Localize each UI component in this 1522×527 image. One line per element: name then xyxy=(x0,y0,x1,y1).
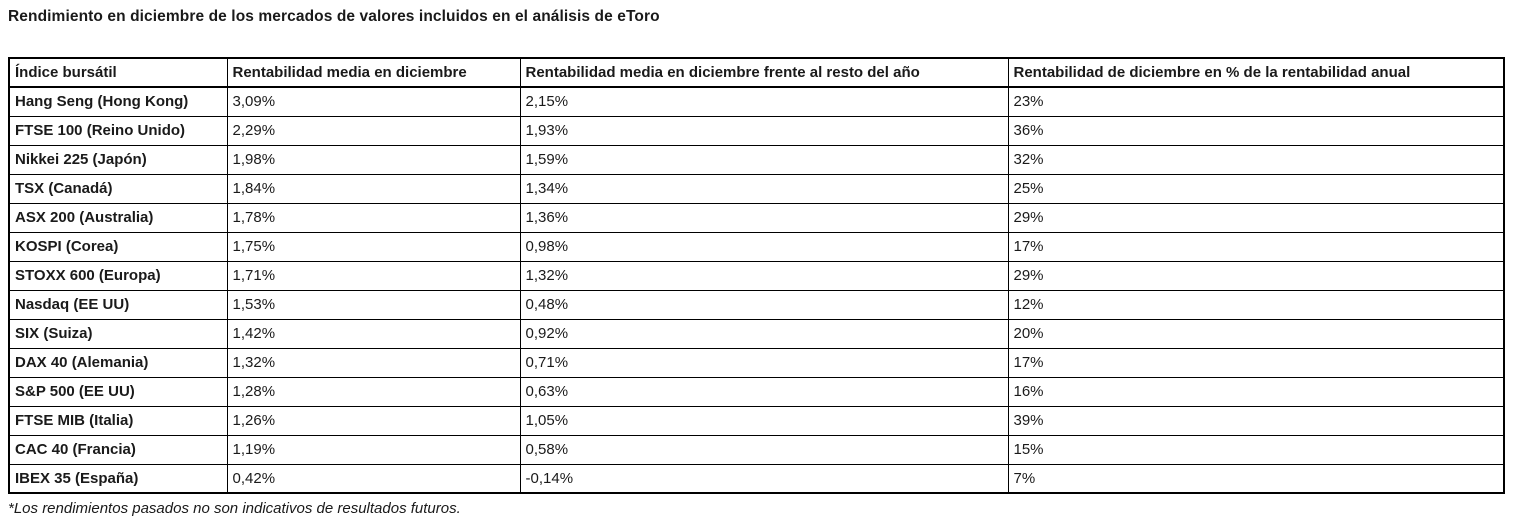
value-cell: 0,42% xyxy=(226,463,521,494)
value-cell: 3,09% xyxy=(226,86,521,117)
table-row: Nikkei 225 (Japón) 1,98% 1,59% 32% xyxy=(8,144,1505,175)
market-performance-table: Índice bursátil Rentabilidad media en di… xyxy=(8,57,1505,494)
table-row: TSX (Canadá) 1,84% 1,34% 25% xyxy=(8,173,1505,204)
index-name-cell: Hang Seng (Hong Kong) xyxy=(8,86,228,117)
value-cell: 0,98% xyxy=(519,231,1009,262)
table-row: ASX 200 (Australia) 1,78% 1,36% 29% xyxy=(8,202,1505,233)
table-row: CAC 40 (Francia) 1,19% 0,58% 15% xyxy=(8,434,1505,465)
table-row: S&P 500 (EE UU) 1,28% 0,63% 16% xyxy=(8,376,1505,407)
value-cell: 1,05% xyxy=(519,405,1009,436)
value-cell: 0,48% xyxy=(519,289,1009,320)
value-cell: 1,42% xyxy=(226,318,521,349)
table-row: STOXX 600 (Europa) 1,71% 1,32% 29% xyxy=(8,260,1505,291)
value-cell: 1,19% xyxy=(226,434,521,465)
value-cell: 0,63% xyxy=(519,376,1009,407)
index-name-cell: STOXX 600 (Europa) xyxy=(8,260,228,291)
value-cell: 1,98% xyxy=(226,144,521,175)
value-cell: 25% xyxy=(1007,173,1505,204)
value-cell: 39% xyxy=(1007,405,1505,436)
value-cell: 23% xyxy=(1007,86,1505,117)
value-cell: 1,71% xyxy=(226,260,521,291)
value-cell: 1,78% xyxy=(226,202,521,233)
value-cell: -0,14% xyxy=(519,463,1009,494)
value-cell: 2,29% xyxy=(226,115,521,146)
index-name-cell: ASX 200 (Australia) xyxy=(8,202,228,233)
table-row: KOSPI (Corea) 1,75% 0,98% 17% xyxy=(8,231,1505,262)
table-row: Nasdaq (EE UU) 1,53% 0,48% 12% xyxy=(8,289,1505,320)
index-name-cell: TSX (Canadá) xyxy=(8,173,228,204)
column-header-rentabilidad-media-diciembre: Rentabilidad media en diciembre xyxy=(226,57,521,88)
value-cell: 1,32% xyxy=(226,347,521,378)
value-cell: 0,71% xyxy=(519,347,1009,378)
value-cell: 15% xyxy=(1007,434,1505,465)
value-cell: 1,93% xyxy=(519,115,1009,146)
value-cell: 1,32% xyxy=(519,260,1009,291)
table-row: IBEX 35 (España) 0,42% -0,14% 7% xyxy=(8,463,1505,494)
index-name-cell: Nikkei 225 (Japón) xyxy=(8,144,228,175)
index-name-cell: FTSE 100 (Reino Unido) xyxy=(8,115,228,146)
value-cell: 20% xyxy=(1007,318,1505,349)
column-header-pct-rentabilidad-anual: Rentabilidad de diciembre en % de la ren… xyxy=(1007,57,1505,88)
value-cell: 7% xyxy=(1007,463,1505,494)
table-row: SIX (Suiza) 1,42% 0,92% 20% xyxy=(8,318,1505,349)
value-cell: 36% xyxy=(1007,115,1505,146)
value-cell: 12% xyxy=(1007,289,1505,320)
index-name-cell: S&P 500 (EE UU) xyxy=(8,376,228,407)
value-cell: 2,15% xyxy=(519,86,1009,117)
past-performance-disclaimer: *Los rendimientos pasados no son indicat… xyxy=(8,500,461,517)
index-name-cell: SIX (Suiza) xyxy=(8,318,228,349)
table-row: Hang Seng (Hong Kong) 3,09% 2,15% 23% xyxy=(8,86,1505,117)
column-header-indice-bursatil: Índice bursátil xyxy=(8,57,228,88)
value-cell: 1,59% xyxy=(519,144,1009,175)
index-name-cell: CAC 40 (Francia) xyxy=(8,434,228,465)
value-cell: 0,92% xyxy=(519,318,1009,349)
table-row: FTSE 100 (Reino Unido) 2,29% 1,93% 36% xyxy=(8,115,1505,146)
index-name-cell: DAX 40 (Alemania) xyxy=(8,347,228,378)
value-cell: 0,58% xyxy=(519,434,1009,465)
page-title: Rendimiento en diciembre de los mercados… xyxy=(8,8,660,25)
value-cell: 1,26% xyxy=(226,405,521,436)
value-cell: 1,53% xyxy=(226,289,521,320)
value-cell: 29% xyxy=(1007,202,1505,233)
value-cell: 1,75% xyxy=(226,231,521,262)
value-cell: 32% xyxy=(1007,144,1505,175)
table-header-row: Índice bursátil Rentabilidad media en di… xyxy=(8,57,1505,88)
index-name-cell: FTSE MIB (Italia) xyxy=(8,405,228,436)
value-cell: 17% xyxy=(1007,231,1505,262)
column-header-frente-resto-ano: Rentabilidad media en diciembre frente a… xyxy=(519,57,1009,88)
value-cell: 1,28% xyxy=(226,376,521,407)
value-cell: 1,36% xyxy=(519,202,1009,233)
value-cell: 1,84% xyxy=(226,173,521,204)
index-name-cell: Nasdaq (EE UU) xyxy=(8,289,228,320)
value-cell: 16% xyxy=(1007,376,1505,407)
table-row: DAX 40 (Alemania) 1,32% 0,71% 17% xyxy=(8,347,1505,378)
index-name-cell: KOSPI (Corea) xyxy=(8,231,228,262)
value-cell: 17% xyxy=(1007,347,1505,378)
index-name-cell: IBEX 35 (España) xyxy=(8,463,228,494)
table-row: FTSE MIB (Italia) 1,26% 1,05% 39% xyxy=(8,405,1505,436)
value-cell: 29% xyxy=(1007,260,1505,291)
value-cell: 1,34% xyxy=(519,173,1009,204)
